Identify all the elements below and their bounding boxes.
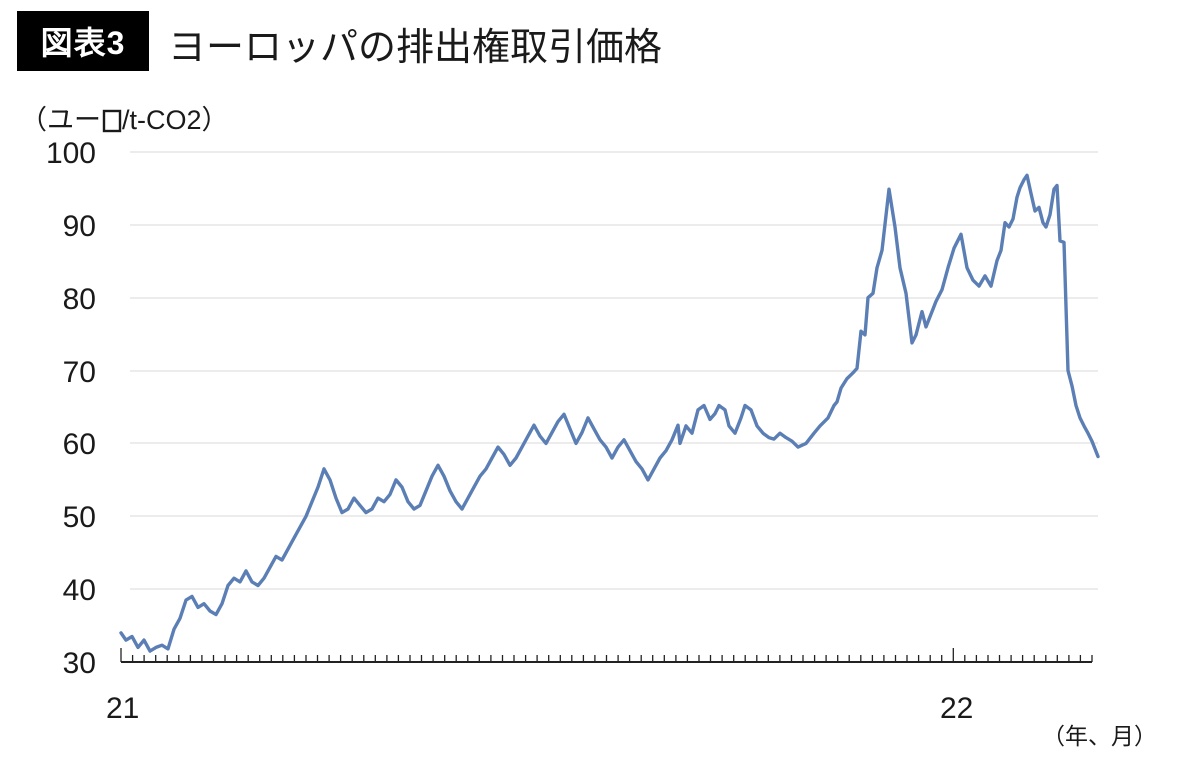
svg-text:40: 40 bbox=[63, 574, 96, 607]
svg-text:70: 70 bbox=[63, 356, 96, 389]
svg-text:（ユー: （ユー bbox=[20, 105, 101, 135]
svg-text:90: 90 bbox=[63, 210, 96, 243]
svg-text:30: 30 bbox=[63, 647, 96, 680]
svg-text:60: 60 bbox=[63, 428, 96, 461]
svg-text:（年、月）: （年、月） bbox=[1042, 723, 1157, 749]
svg-text:/t-CO2）: /t-CO2） bbox=[122, 105, 229, 135]
svg-text:21: 21 bbox=[106, 692, 139, 725]
svg-text:50: 50 bbox=[63, 501, 96, 534]
svg-text:22: 22 bbox=[940, 692, 973, 725]
svg-text:100: 100 bbox=[46, 137, 96, 170]
svg-text:80: 80 bbox=[63, 283, 96, 316]
